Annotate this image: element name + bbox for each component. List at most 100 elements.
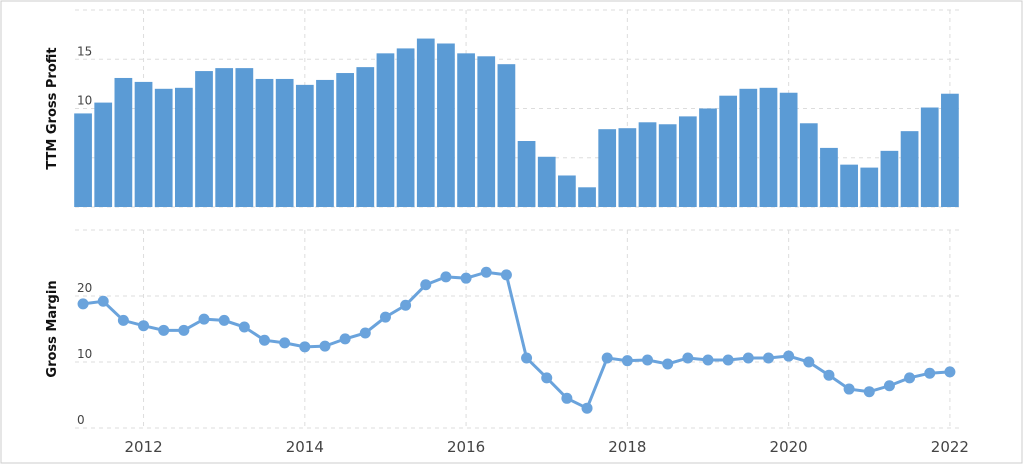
bar — [376, 53, 395, 208]
y-tick-label: 10 — [77, 347, 92, 361]
point — [258, 334, 270, 346]
x-tick-label: 2018 — [608, 438, 646, 456]
point — [77, 298, 89, 310]
point — [359, 327, 371, 339]
y-tick-label: 20 — [77, 281, 92, 295]
bar — [195, 71, 213, 207]
y-axis-title: TTM Gross Profit — [45, 47, 60, 169]
bar — [215, 68, 234, 208]
point — [279, 337, 291, 349]
point — [924, 367, 936, 379]
point — [500, 269, 512, 281]
bar — [437, 43, 455, 207]
y-axis-title: Gross Margin — [45, 280, 60, 377]
x-tick-label: 2012 — [124, 438, 162, 456]
bar — [658, 124, 677, 207]
y-tick-label: 0 — [77, 413, 85, 427]
bar — [356, 67, 375, 207]
bar — [235, 68, 254, 208]
point — [379, 311, 391, 323]
point — [339, 333, 351, 345]
bar — [154, 88, 173, 207]
point — [158, 324, 170, 336]
y-tick-label: 15 — [77, 44, 92, 58]
point — [601, 352, 613, 364]
bar — [255, 78, 274, 207]
bar — [860, 167, 879, 207]
point — [883, 380, 895, 392]
bar — [799, 123, 818, 207]
point — [299, 341, 311, 353]
bar — [316, 79, 334, 207]
bar — [134, 81, 153, 207]
point — [904, 372, 916, 384]
bar — [820, 147, 838, 207]
point — [400, 299, 412, 311]
point — [621, 355, 633, 367]
bar — [336, 73, 355, 207]
point — [420, 279, 432, 291]
bar — [618, 128, 637, 207]
point — [178, 324, 190, 336]
point — [117, 314, 129, 326]
x-tick-label: 2014 — [286, 438, 324, 456]
point — [97, 295, 109, 307]
point — [944, 366, 956, 378]
point — [218, 314, 230, 326]
point — [198, 313, 210, 325]
point — [460, 272, 472, 284]
x-tick-label: 2022 — [931, 438, 969, 456]
point — [702, 354, 714, 366]
bar — [598, 129, 617, 207]
bar — [114, 77, 133, 207]
point — [863, 386, 875, 398]
bar — [174, 87, 193, 207]
point — [440, 271, 452, 283]
point — [843, 383, 855, 395]
bar — [759, 87, 778, 207]
bar — [719, 95, 738, 207]
bar — [638, 122, 657, 207]
bar — [74, 113, 92, 207]
x-tick-label: 2020 — [770, 438, 808, 456]
bar — [396, 48, 415, 207]
bar — [94, 102, 113, 207]
bar — [275, 78, 294, 207]
bar — [295, 84, 314, 207]
bar — [416, 38, 435, 207]
point — [319, 340, 331, 352]
point — [722, 354, 734, 366]
bar — [900, 131, 919, 207]
bar — [537, 156, 556, 207]
bar — [779, 92, 798, 207]
bar — [558, 175, 576, 207]
y-tick-label: 10 — [77, 94, 92, 108]
point — [581, 402, 593, 414]
bar — [941, 93, 959, 207]
bar — [457, 53, 475, 208]
point — [742, 352, 754, 364]
x-tick-label: 2016 — [447, 438, 485, 456]
bar — [497, 64, 516, 207]
point — [480, 266, 492, 278]
point — [762, 352, 774, 364]
bar — [840, 164, 858, 207]
point — [138, 320, 150, 332]
point — [682, 352, 694, 364]
bar — [880, 150, 899, 207]
bar — [578, 187, 596, 207]
bar — [920, 107, 939, 207]
point — [642, 354, 654, 366]
point — [561, 392, 573, 404]
bar — [517, 141, 536, 207]
point — [541, 372, 553, 384]
point — [238, 321, 250, 333]
bar — [699, 108, 717, 207]
point — [521, 352, 533, 364]
bar — [739, 88, 758, 207]
point — [783, 350, 795, 362]
point — [823, 369, 835, 381]
bar — [678, 116, 697, 207]
point — [662, 358, 674, 370]
